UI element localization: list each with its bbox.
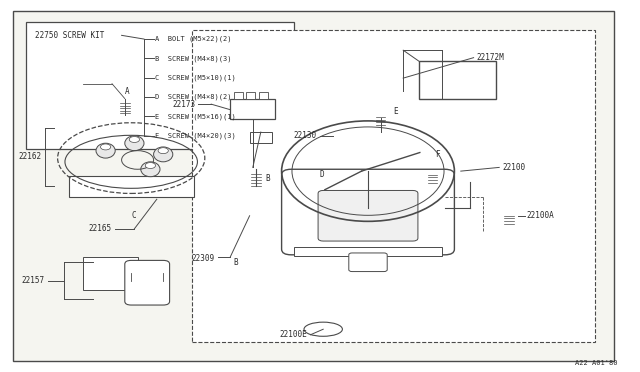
- Text: B  SCREW (M4×8)(3): B SCREW (M4×8)(3): [155, 55, 232, 62]
- Text: 22100A: 22100A: [526, 211, 554, 220]
- Bar: [192, 30, 595, 342]
- Text: B: B: [234, 258, 238, 267]
- Text: A: A: [125, 87, 129, 96]
- Bar: [230, 99, 275, 119]
- Text: B: B: [266, 174, 270, 183]
- Text: 22157: 22157: [22, 276, 45, 285]
- Circle shape: [145, 163, 156, 169]
- Ellipse shape: [141, 162, 160, 177]
- Ellipse shape: [96, 143, 115, 158]
- Text: 22100: 22100: [502, 163, 525, 172]
- Ellipse shape: [125, 136, 144, 151]
- Bar: [234, 92, 243, 99]
- Text: A  BOLT (M5×22)(2): A BOLT (M5×22)(2): [155, 36, 232, 42]
- Text: C  SCREW (M5×10)(1): C SCREW (M5×10)(1): [155, 74, 236, 81]
- Bar: [26, 22, 294, 149]
- Circle shape: [356, 164, 380, 178]
- FancyBboxPatch shape: [458, 175, 483, 187]
- Bar: [259, 92, 268, 99]
- Ellipse shape: [154, 147, 173, 162]
- Text: 22165: 22165: [89, 224, 112, 233]
- Text: 22172M: 22172M: [477, 53, 504, 62]
- Bar: [246, 92, 255, 99]
- Text: F  SCREW (M4×20)(3): F SCREW (M4×20)(3): [155, 132, 236, 139]
- Text: 22130: 22130: [294, 131, 317, 140]
- FancyBboxPatch shape: [125, 260, 170, 305]
- Circle shape: [158, 148, 168, 154]
- Bar: [68, 176, 194, 197]
- Text: 22173: 22173: [172, 100, 195, 109]
- Text: A22 A01'80: A22 A01'80: [575, 360, 618, 366]
- Ellipse shape: [304, 322, 342, 336]
- Ellipse shape: [408, 149, 424, 156]
- Text: 22162: 22162: [19, 152, 42, 161]
- FancyBboxPatch shape: [282, 169, 454, 255]
- FancyBboxPatch shape: [419, 61, 496, 99]
- Text: 22100E: 22100E: [280, 330, 307, 339]
- FancyBboxPatch shape: [318, 190, 418, 241]
- Text: 22309: 22309: [191, 254, 214, 263]
- Bar: [294, 247, 442, 256]
- Bar: [83, 257, 138, 290]
- Text: E: E: [394, 107, 398, 116]
- Bar: [250, 132, 272, 143]
- Text: 22750 SCREW KIT: 22750 SCREW KIT: [35, 31, 104, 40]
- FancyBboxPatch shape: [349, 253, 387, 272]
- Text: E  SCREW (M5×16)(1): E SCREW (M5×16)(1): [155, 113, 236, 120]
- Text: C: C: [131, 211, 136, 220]
- Text: F: F: [435, 150, 440, 159]
- Text: D  SCREW (M4×8)(2): D SCREW (M4×8)(2): [155, 94, 232, 100]
- Text: D: D: [320, 170, 324, 179]
- Circle shape: [129, 137, 140, 142]
- Circle shape: [100, 144, 111, 150]
